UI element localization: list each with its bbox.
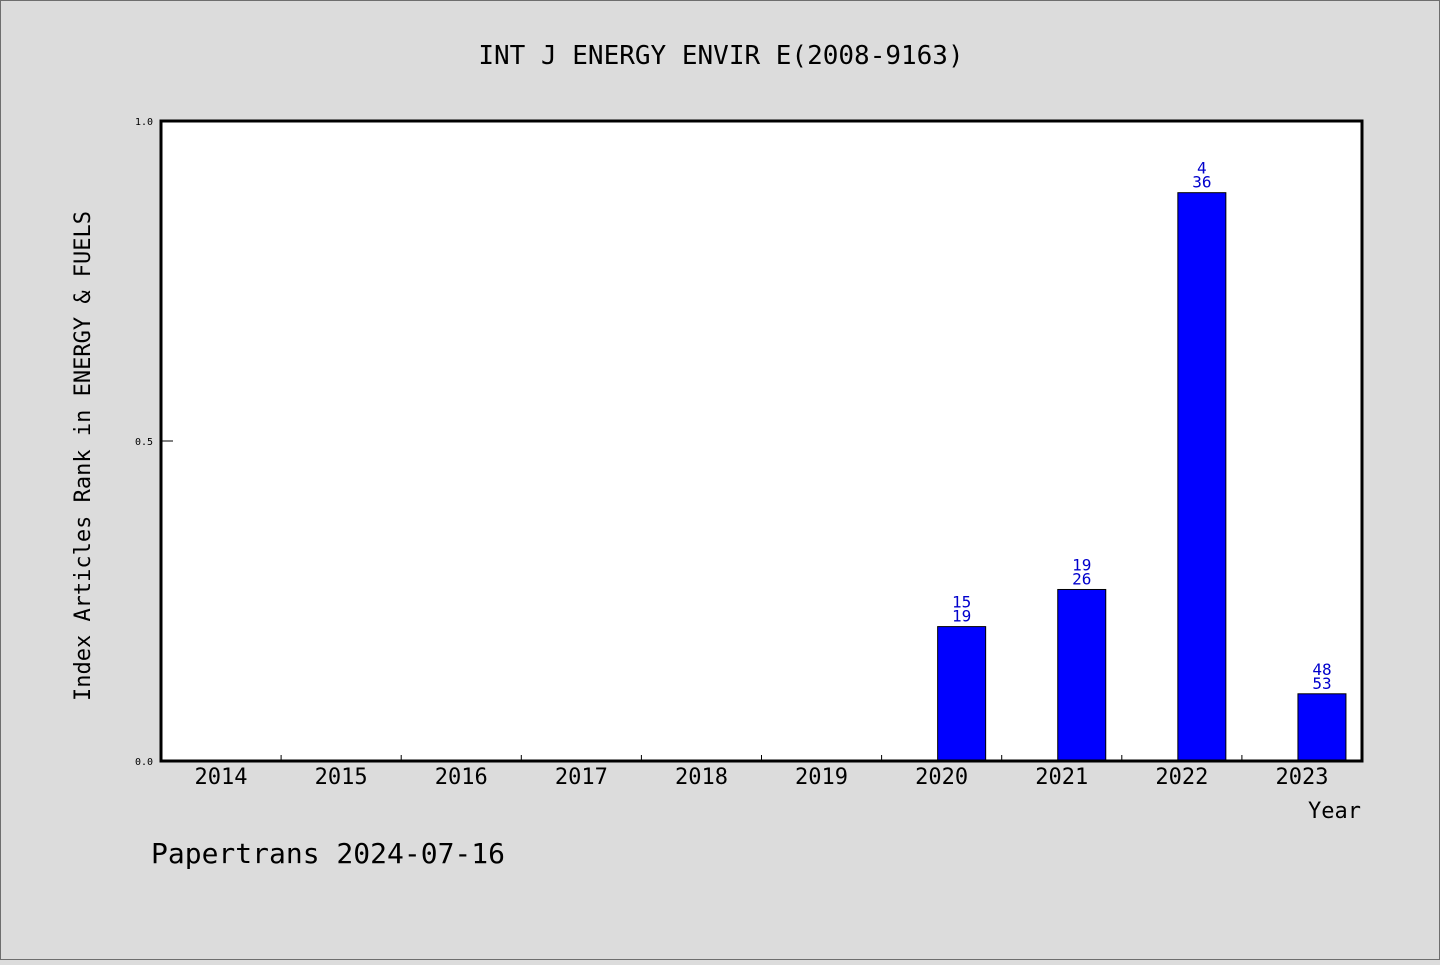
bar-label-bottom: 36 bbox=[1192, 173, 1211, 192]
bar-2020 bbox=[937, 626, 987, 762]
x-tick-label: 2020 bbox=[915, 765, 968, 790]
bar-label-top: 48 bbox=[1312, 660, 1331, 679]
y-tick-label: 0.0 bbox=[135, 757, 153, 768]
x-tick-label: 2018 bbox=[675, 765, 728, 790]
bar-label-top: 4 bbox=[1197, 159, 1207, 178]
source-footer: Papertrans 2024-07-16 bbox=[151, 837, 505, 870]
x-tick-label: 2023 bbox=[1275, 765, 1328, 790]
bar-label-top: 15 bbox=[952, 593, 971, 612]
y-tick-label: 0.5 bbox=[135, 437, 153, 448]
bar-label-top: 19 bbox=[1072, 555, 1091, 574]
bar-label-bottom: 53 bbox=[1312, 674, 1331, 693]
x-tick-label: 2015 bbox=[315, 765, 368, 790]
x-axis-label: Year bbox=[1308, 799, 1361, 824]
bar-2022 bbox=[1177, 192, 1227, 762]
x-tick-label: 2021 bbox=[1035, 765, 1088, 790]
bar-label-bottom: 26 bbox=[1072, 569, 1091, 588]
x-tick-label: 2022 bbox=[1155, 765, 1208, 790]
plot-border bbox=[159, 119, 1364, 763]
bar-2021 bbox=[1057, 588, 1107, 762]
x-tick-label: 2014 bbox=[195, 765, 248, 790]
x-tick-label: 2016 bbox=[435, 765, 488, 790]
x-tick-label: 2019 bbox=[795, 765, 848, 790]
bar-label-bottom: 19 bbox=[952, 607, 971, 626]
x-axis: 2014 2015 2016 2017 2018 2019 2020 2021 2022 2023 bbox=[195, 755, 1328, 790]
plot-area bbox=[161, 121, 1362, 761]
bar-series bbox=[937, 192, 1347, 762]
chart-title: INT J ENERGY ENVIR E(2008-9163) bbox=[478, 41, 963, 71]
bar-2023 bbox=[1297, 693, 1347, 762]
y-axis-label: Index Articles Rank in ENERGY & FUELS bbox=[71, 211, 96, 701]
x-tick-label: 2017 bbox=[555, 765, 608, 790]
y-tick-label: 1.0 bbox=[135, 117, 153, 128]
